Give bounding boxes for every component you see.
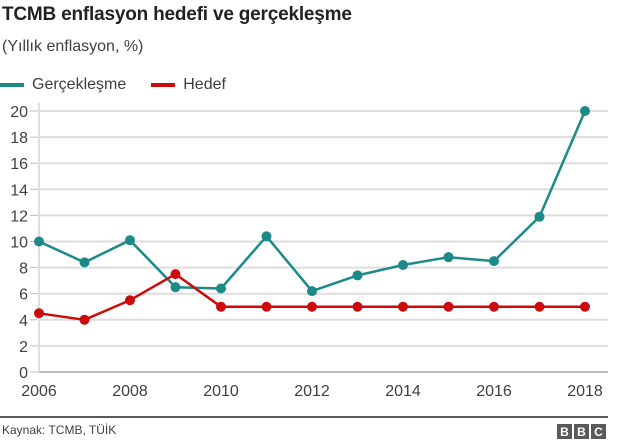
data-point-marker xyxy=(79,257,90,268)
data-point-marker xyxy=(443,301,454,312)
bbc-logo-letter: C xyxy=(591,424,606,439)
data-point-marker xyxy=(79,314,90,325)
data-point-marker xyxy=(534,211,545,222)
chart-subtitle: (Yıllık enflasyon, %) xyxy=(2,38,144,55)
y-tick-label: 6 xyxy=(19,287,28,304)
data-point-marker xyxy=(398,301,408,312)
chart-title: TCMB enflasyon hedefi ve gerçekleşme xyxy=(2,4,352,25)
data-point-marker xyxy=(125,235,135,246)
footer-divider xyxy=(0,416,608,418)
data-point-marker xyxy=(307,286,317,297)
legend-swatch-icon xyxy=(0,83,24,87)
data-point-marker xyxy=(534,301,545,312)
legend-swatch-icon xyxy=(151,83,176,87)
x-tick-label: 2006 xyxy=(21,383,57,400)
x-tick-label: 2016 xyxy=(476,383,512,400)
y-tick-label: 2 xyxy=(19,339,28,356)
legend-item-target: Hedef xyxy=(151,76,226,94)
data-point-marker xyxy=(489,256,499,267)
bbc-logo: B B C xyxy=(557,424,606,439)
data-point-marker xyxy=(580,106,590,116)
x-tick-label: 2012 xyxy=(294,383,330,400)
data-point-marker xyxy=(443,252,454,263)
y-tick-label: 0 xyxy=(19,365,28,382)
y-tick-label: 16 xyxy=(10,156,28,173)
y-tick-label: 18 xyxy=(10,130,28,147)
source-note: Kaynak: TCMB, TÜİK xyxy=(2,423,117,437)
data-point-marker xyxy=(307,301,317,312)
data-point-marker xyxy=(125,295,135,306)
data-point-marker xyxy=(216,301,226,312)
chart-legend: Gerçekleşme Hedef xyxy=(0,76,251,94)
legend-label: Hedef xyxy=(183,76,226,93)
data-point-marker xyxy=(34,236,44,247)
y-tick-label: 8 xyxy=(19,261,28,278)
data-point-marker xyxy=(34,308,44,319)
bbc-logo-letter: B xyxy=(574,424,589,439)
data-point-marker xyxy=(489,301,499,312)
legend-label: Gerçekleşme xyxy=(32,76,127,93)
y-tick-label: 12 xyxy=(10,208,28,225)
data-point-marker xyxy=(261,231,272,242)
y-tick-label: 14 xyxy=(10,182,28,199)
legend-item-actual: Gerçekleşme xyxy=(0,76,126,94)
line-chart: 0 2 4 6 8 10 12 14 16 18 20 2006 2008 2010 2012 2014 201… xyxy=(10,103,608,400)
y-tick-label: 4 xyxy=(19,313,28,330)
data-point-marker xyxy=(580,301,590,312)
series-line-target xyxy=(38,272,585,322)
y-tick-label: 10 xyxy=(10,235,28,252)
x-tick-label: 2008 xyxy=(112,383,148,400)
data-point-marker xyxy=(216,283,226,294)
data-point-marker xyxy=(170,282,181,293)
y-tick-label: 20 xyxy=(10,104,28,121)
x-tick-label: 2010 xyxy=(203,383,239,400)
data-point-marker xyxy=(352,270,363,281)
data-point-marker xyxy=(352,301,363,312)
bbc-logo-letter: B xyxy=(557,424,572,439)
data-point-marker xyxy=(261,301,272,312)
x-tick-label: 2014 xyxy=(385,383,421,400)
data-point-marker xyxy=(398,259,408,270)
x-tick-label: 2018 xyxy=(567,383,603,400)
data-point-marker xyxy=(170,269,181,280)
